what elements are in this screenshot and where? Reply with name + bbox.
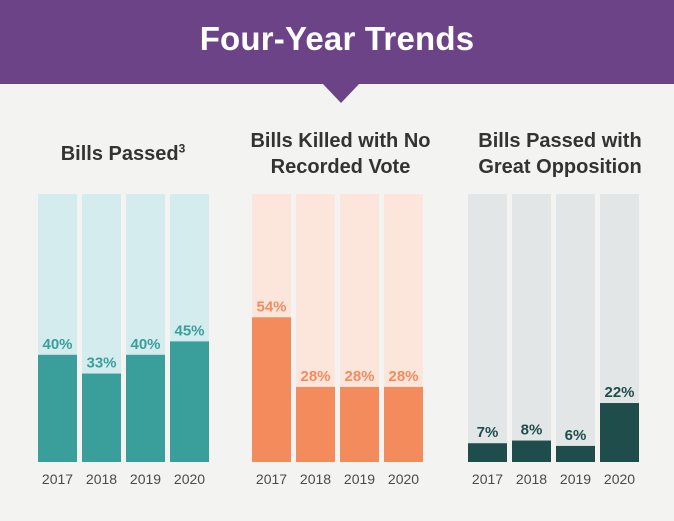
bar-2019 xyxy=(126,354,165,462)
bar-2019 xyxy=(556,445,595,462)
tick-label-2020: 2020 xyxy=(388,471,419,487)
tick-label-2019: 2019 xyxy=(344,471,375,487)
data-label-2018: 8% xyxy=(521,422,543,439)
tick-label-2018: 2018 xyxy=(86,471,117,487)
panel-title-bills-killed: Bills Killed with No Recorded Vote xyxy=(238,126,443,182)
data-label-2017: 54% xyxy=(256,298,286,315)
panel-title-text: Bills Killed with No Recorded Vote xyxy=(250,130,431,178)
bar-track-2018 xyxy=(512,194,551,462)
data-label-2018: 33% xyxy=(86,355,116,372)
bar-2019 xyxy=(340,386,379,462)
banner-title: Four-Year Trends xyxy=(199,20,475,57)
title-banner: Four-Year Trends xyxy=(0,0,674,84)
data-label-2019: 6% xyxy=(565,427,587,444)
tick-label-2019: 2019 xyxy=(130,471,161,487)
bar-2017 xyxy=(468,443,507,462)
bar-2020 xyxy=(170,341,209,462)
bar-2018 xyxy=(82,373,121,462)
panel-title-text: Bills Passed xyxy=(60,143,179,165)
panel-title-bills-passed: Bills Passed3 xyxy=(28,126,218,182)
panel-title-great-opposition: Bills Passed with Great Opposition xyxy=(460,126,660,182)
data-label-2019: 40% xyxy=(130,336,160,353)
footnote-marker: 3 xyxy=(178,141,186,156)
panel-title-text: Bills Passed with Great Opposition xyxy=(478,130,642,178)
bar-2020 xyxy=(384,386,423,462)
bar-2018 xyxy=(512,440,551,462)
bar-track-2019 xyxy=(556,194,595,462)
bar-2017 xyxy=(38,354,77,462)
bar-2020 xyxy=(600,403,639,462)
tick-label-2018: 2018 xyxy=(300,471,331,487)
data-label-2019: 28% xyxy=(344,368,374,385)
data-label-2017: 7% xyxy=(477,424,499,441)
tick-label-2017: 2017 xyxy=(256,471,287,487)
data-label-2017: 40% xyxy=(42,336,72,353)
bar-2017 xyxy=(252,317,291,462)
bar-2018 xyxy=(296,386,335,462)
data-label-2020: 22% xyxy=(604,384,634,401)
tick-label-2020: 2020 xyxy=(174,471,205,487)
tick-label-2018: 2018 xyxy=(516,471,547,487)
tick-label-2019: 2019 xyxy=(560,471,591,487)
data-label-2018: 28% xyxy=(300,368,330,385)
tick-label-2020: 2020 xyxy=(604,471,635,487)
data-label-2020: 28% xyxy=(388,368,418,385)
data-label-2020: 45% xyxy=(174,322,204,339)
banner-pointer xyxy=(322,83,360,103)
bar-track-2017 xyxy=(468,194,507,462)
tick-label-2017: 2017 xyxy=(472,471,503,487)
tick-label-2017: 2017 xyxy=(42,471,73,487)
